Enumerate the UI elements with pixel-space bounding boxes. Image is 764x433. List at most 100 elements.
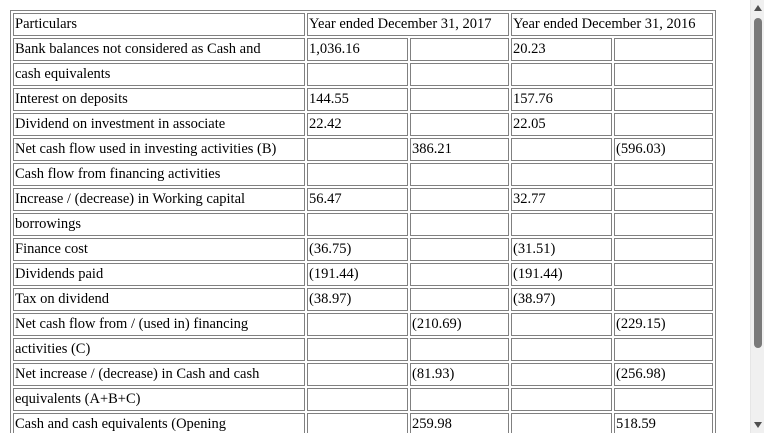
amount-cell	[511, 413, 612, 433]
amount-cell: (191.44)	[307, 263, 408, 286]
amount-cell	[614, 38, 713, 61]
header-particulars: Particulars	[13, 13, 305, 36]
particulars-cell: Tax on dividend	[13, 288, 305, 311]
amount-cell	[511, 63, 612, 86]
amount-cell: 1,036.16	[307, 38, 408, 61]
table-row: Cash and cash equivalents (Opening 259.98…	[13, 413, 713, 433]
table-row: Dividend on investment in associate 22.42…	[13, 113, 713, 136]
particulars-cell: Finance cost	[13, 238, 305, 261]
scroll-down-arrow[interactable]	[751, 417, 764, 433]
amount-cell: (191.44)	[511, 263, 612, 286]
table-row: Bank balances not considered as Cash and…	[13, 38, 713, 61]
table-row: Cash flow from financing activities	[13, 163, 713, 186]
amount-cell	[307, 213, 408, 236]
header-year-2017: Year ended December 31, 2017	[307, 13, 509, 36]
table-row: Dividends paid (191.44) (191.44)	[13, 263, 713, 286]
amount-cell	[410, 288, 509, 311]
vertical-scrollbar[interactable]	[750, 0, 764, 433]
amount-cell	[511, 163, 612, 186]
amount-cell	[614, 63, 713, 86]
amount-cell: 144.55	[307, 88, 408, 111]
amount-cell	[614, 288, 713, 311]
particulars-cell: cash equivalents	[13, 63, 305, 86]
amount-cell	[614, 163, 713, 186]
table-row: borrowings	[13, 213, 713, 236]
amount-cell: 22.05	[511, 113, 612, 136]
amount-cell: (38.97)	[511, 288, 612, 311]
amount-cell: (31.51)	[511, 238, 612, 261]
particulars-cell: Net cash flow from / (used in) financing	[13, 313, 305, 336]
amount-cell	[614, 113, 713, 136]
amount-cell: (229.15)	[614, 313, 713, 336]
particulars-cell: Cash and cash equivalents (Opening	[13, 413, 305, 433]
amount-cell	[410, 338, 509, 361]
amount-cell	[511, 363, 612, 386]
particulars-cell: Cash flow from financing activities	[13, 163, 305, 186]
table-row: Net increase / (decrease) in Cash and ca…	[13, 363, 713, 386]
amount-cell	[410, 188, 509, 211]
amount-cell	[614, 213, 713, 236]
cash-flow-table: Particulars Year ended December 31, 2017…	[10, 10, 716, 433]
amount-cell: (596.03)	[614, 138, 713, 161]
amount-cell: (256.98)	[614, 363, 713, 386]
amount-cell	[614, 238, 713, 261]
amount-cell	[614, 388, 713, 411]
particulars-cell: Net increase / (decrease) in Cash and ca…	[13, 363, 305, 386]
amount-cell: (38.97)	[307, 288, 408, 311]
amount-cell	[410, 213, 509, 236]
amount-cell	[307, 163, 408, 186]
amount-cell	[307, 338, 408, 361]
amount-cell: 157.76	[511, 88, 612, 111]
amount-cell	[410, 38, 509, 61]
scroll-up-arrow[interactable]	[751, 0, 764, 16]
amount-cell	[511, 213, 612, 236]
amount-cell	[307, 388, 408, 411]
amount-cell: 32.77	[511, 188, 612, 211]
amount-cell	[307, 313, 408, 336]
amount-cell	[410, 238, 509, 261]
amount-cell	[410, 163, 509, 186]
amount-cell	[307, 363, 408, 386]
triangle-down-icon	[754, 422, 762, 428]
amount-cell	[511, 338, 612, 361]
amount-cell	[614, 88, 713, 111]
particulars-cell: Bank balances not considered as Cash and	[13, 38, 305, 61]
particulars-cell: Increase / (decrease) in Working capital	[13, 188, 305, 211]
amount-cell	[410, 263, 509, 286]
amount-cell	[614, 188, 713, 211]
amount-cell	[307, 63, 408, 86]
amount-cell	[410, 63, 509, 86]
table-row: Tax on dividend (38.97) (38.97)	[13, 288, 713, 311]
table-row: equivalents (A+B+C)	[13, 388, 713, 411]
amount-cell: 56.47	[307, 188, 408, 211]
particulars-cell: Interest on deposits	[13, 88, 305, 111]
amount-cell	[614, 263, 713, 286]
amount-cell	[410, 88, 509, 111]
table-row: activities (C)	[13, 338, 713, 361]
table-row: Net cash flow used in investing activiti…	[13, 138, 713, 161]
table-row: Net cash flow from / (used in) financing…	[13, 313, 713, 336]
amount-cell: 518.59	[614, 413, 713, 433]
table-row: Interest on deposits 144.55 157.76	[13, 88, 713, 111]
table-row: Increase / (decrease) in Working capital…	[13, 188, 713, 211]
amount-cell: (81.93)	[410, 363, 509, 386]
scrollbar-thumb[interactable]	[754, 18, 762, 348]
table-header-row: Particulars Year ended December 31, 2017…	[13, 13, 713, 36]
amount-cell	[410, 113, 509, 136]
amount-cell: (210.69)	[410, 313, 509, 336]
amount-cell	[511, 313, 612, 336]
table-row: cash equivalents	[13, 63, 713, 86]
amount-cell: 259.98	[410, 413, 509, 433]
triangle-up-icon	[754, 5, 762, 11]
particulars-cell: equivalents (A+B+C)	[13, 388, 305, 411]
particulars-cell: Dividend on investment in associate	[13, 113, 305, 136]
particulars-cell: activities (C)	[13, 338, 305, 361]
particulars-cell: borrowings	[13, 213, 305, 236]
amount-cell	[307, 138, 408, 161]
amount-cell	[307, 413, 408, 433]
table-row: Finance cost (36.75) (31.51)	[13, 238, 713, 261]
document-content: Particulars Year ended December 31, 2017…	[10, 10, 750, 433]
amount-cell: 386.21	[410, 138, 509, 161]
amount-cell	[410, 388, 509, 411]
